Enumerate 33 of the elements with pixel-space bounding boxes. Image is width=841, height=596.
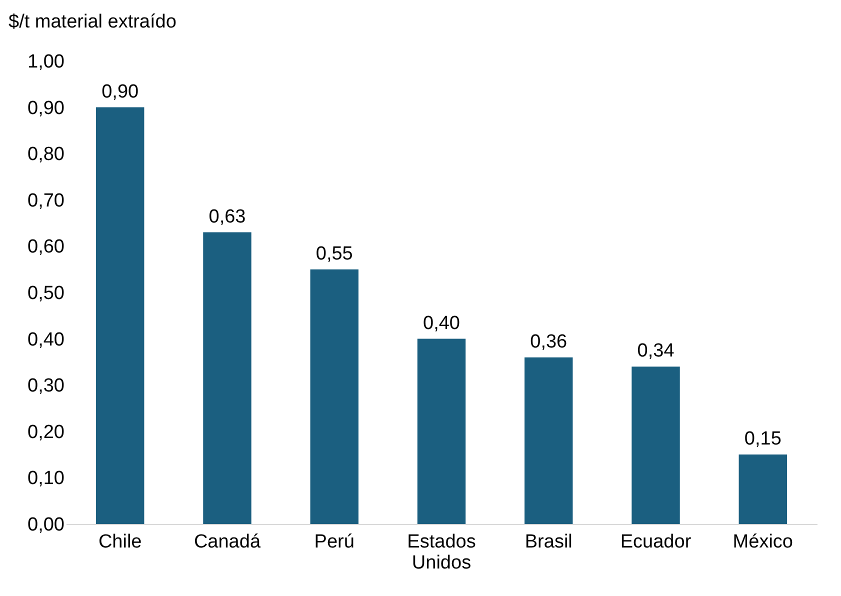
x-tick-label: México (732, 532, 793, 552)
data-label: 0,90 (102, 81, 139, 102)
y-axis-title: $/t material extraído (8, 12, 176, 32)
x-tick-label: Brasil (524, 532, 572, 552)
y-tick-label: 0,60 (28, 236, 64, 258)
y-tick-label: 0,50 (28, 283, 64, 304)
y-tick-label: 0,70 (28, 190, 64, 212)
data-label: 0,55 (316, 243, 353, 264)
bar (96, 107, 144, 524)
data-label: 0,34 (637, 340, 675, 362)
bar (417, 338, 466, 524)
x-tick-label: Canadá (194, 532, 261, 552)
x-tick-label: Perú (314, 532, 354, 552)
x-tick-label: Chile (98, 532, 142, 552)
x-tick-label: Ecuador (620, 532, 692, 552)
y-tick-label: 1,00 (28, 52, 64, 72)
y-tick-label: 0,30 (28, 376, 64, 397)
data-label: 0,15 (744, 428, 782, 450)
y-tick-label: 0,10 (28, 468, 64, 490)
data-label: 0,40 (423, 312, 460, 334)
bar (632, 366, 680, 524)
data-label: 0,36 (530, 331, 568, 352)
y-tick-label: 0,20 (28, 422, 64, 443)
y-tick-label: 0,80 (28, 144, 64, 166)
bar (738, 454, 788, 524)
data-label: 0,63 (208, 206, 246, 228)
bar (310, 269, 358, 524)
bar (203, 232, 252, 524)
bar (524, 357, 573, 524)
y-tick-label: 0,40 (28, 329, 64, 350)
y-tick-label: 0,90 (28, 98, 64, 119)
y-tick-label: 0,00 (28, 514, 64, 536)
x-tick-label: Estados Unidos (407, 532, 476, 574)
